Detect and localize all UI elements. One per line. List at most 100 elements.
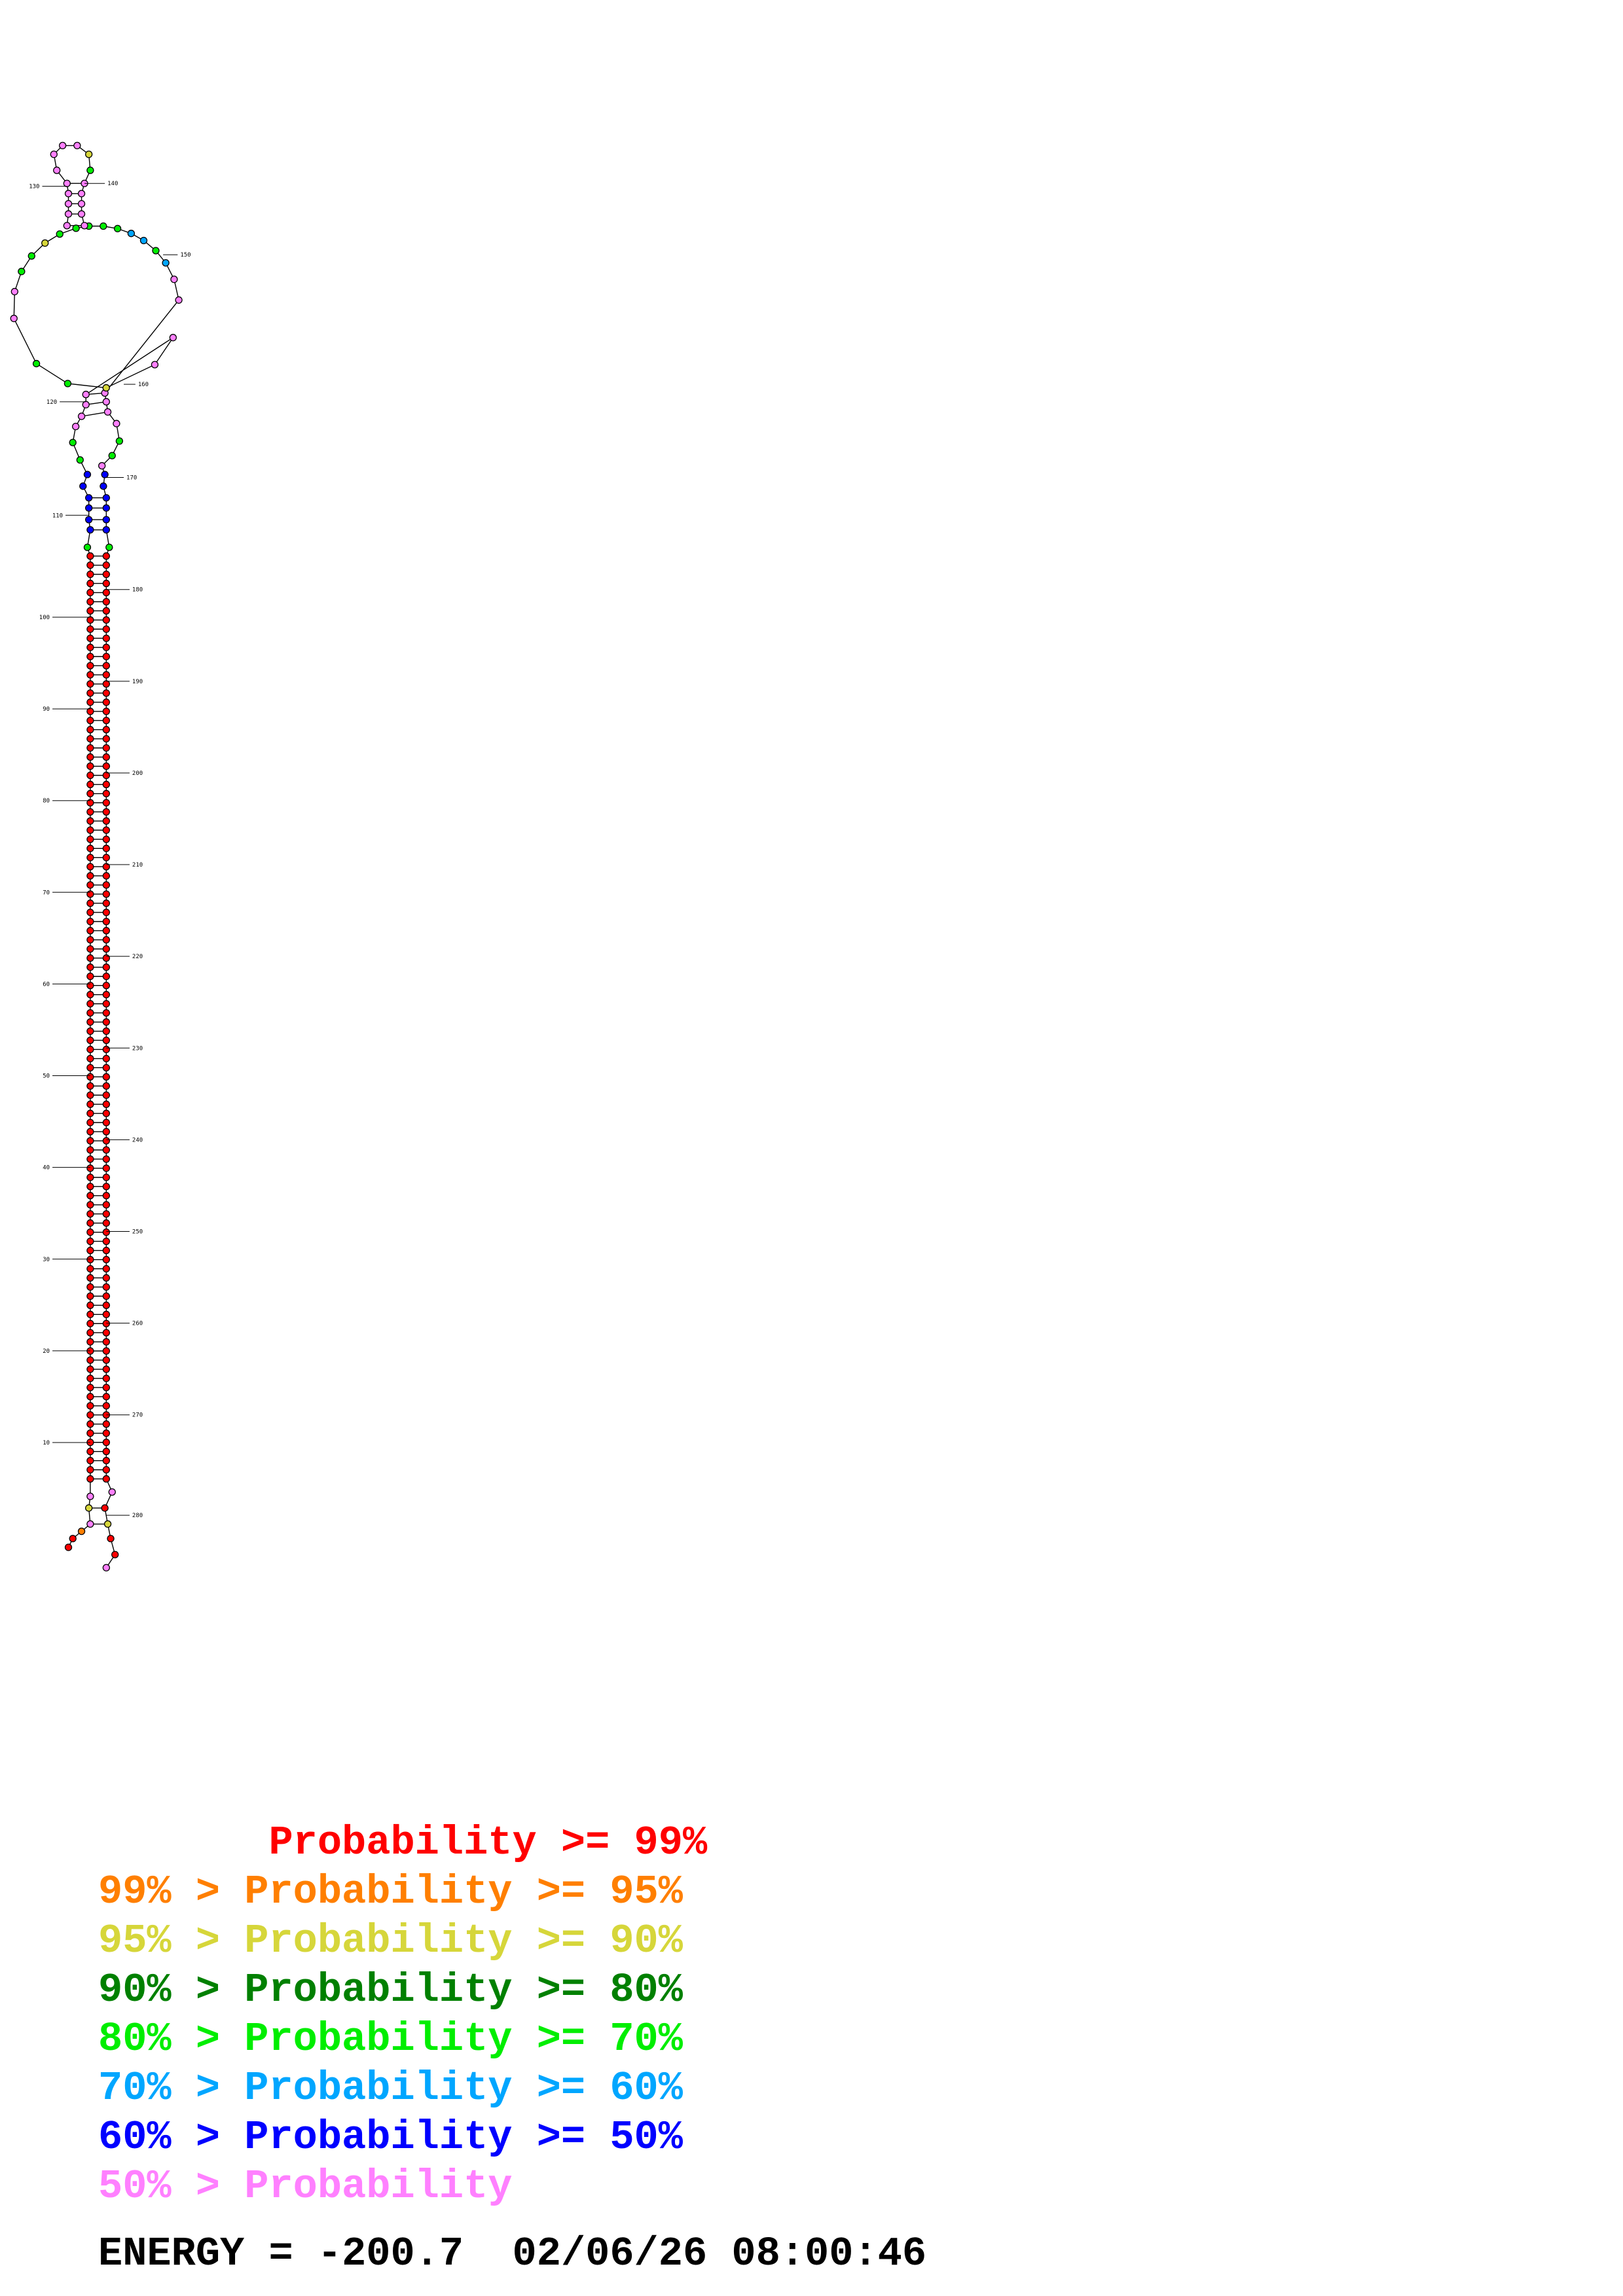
timestamp: 02/06/26 08:00:46 <box>512 2231 927 2277</box>
nucleotide <box>102 798 111 807</box>
nucleotide <box>86 1155 94 1163</box>
nucleotide <box>102 771 111 780</box>
nucleotide <box>102 982 111 990</box>
nucleotide <box>86 1356 94 1364</box>
nucleotide <box>102 762 111 770</box>
nucleotide <box>102 1119 111 1126</box>
nucleotide <box>102 384 110 392</box>
nucleotide <box>102 963 111 971</box>
nucleotide <box>169 334 177 342</box>
nucleotide <box>86 826 94 834</box>
tick-label: 260 <box>132 1321 143 1327</box>
nucleotide <box>86 1201 94 1209</box>
nucleotide <box>102 398 111 406</box>
tick-label: 40 <box>43 1165 50 1172</box>
nucleotide <box>86 735 94 743</box>
nucleotide <box>86 771 94 780</box>
tick-label: 180 <box>132 587 143 594</box>
nucleotide <box>69 439 77 446</box>
nucleotide <box>18 268 26 276</box>
nucleotide <box>86 954 94 962</box>
tick-label: 240 <box>132 1137 143 1143</box>
nucleotide <box>102 504 111 512</box>
nucleotide <box>86 698 94 706</box>
nucleotide <box>102 662 111 670</box>
nucleotide <box>102 881 111 889</box>
nucleotide <box>102 1310 111 1318</box>
nucleotide <box>151 361 159 368</box>
nucleotide <box>86 798 94 807</box>
nucleotide <box>102 872 111 880</box>
nucleotide <box>102 1137 111 1145</box>
nucleotide <box>102 936 111 944</box>
nucleotide <box>102 1128 111 1136</box>
tick-label: 90 <box>43 706 50 713</box>
energy-value: -200.7 <box>317 2231 464 2277</box>
legend-entry: 90% > Probability >= 80% <box>98 1967 683 2013</box>
nucleotide <box>102 698 111 706</box>
nucleotide <box>86 1246 94 1255</box>
nucleotide <box>102 616 111 624</box>
nucleotide <box>102 552 111 560</box>
tick-label: 150 <box>180 252 191 259</box>
nucleotide <box>86 853 94 861</box>
nucleotide <box>82 401 90 408</box>
tick-label: 50 <box>43 1073 50 1080</box>
nucleotide <box>102 1283 111 1291</box>
nucleotide <box>77 412 86 420</box>
nucleotide <box>86 552 94 560</box>
nucleotide <box>127 230 136 238</box>
nucleotide <box>86 579 94 588</box>
nucleotide <box>100 222 107 230</box>
nucleotide <box>102 588 111 597</box>
nucleotide <box>102 744 111 752</box>
nucleotide <box>102 1356 111 1364</box>
nucleotide <box>102 808 111 816</box>
nucleotide <box>102 1319 111 1327</box>
tick-label: 200 <box>132 770 143 777</box>
nucleotide <box>72 224 80 232</box>
tick-label: 280 <box>132 1513 143 1519</box>
nucleotide <box>102 1109 111 1117</box>
nucleotide <box>102 1192 111 1200</box>
nucleotide <box>102 1448 111 1456</box>
nucleotide <box>102 1384 111 1391</box>
nucleotide <box>102 1009 111 1017</box>
tick-label: 190 <box>132 679 143 685</box>
legend-entry: 95% > Probability >= 90% <box>98 1918 683 1964</box>
nucleotide <box>100 482 107 490</box>
nucleotide <box>102 1210 111 1218</box>
nucleotide <box>10 314 18 323</box>
nucleotide <box>170 276 178 283</box>
energy-footer: ENERGY = -200.7 02/06/26 08:00:46 <box>98 2231 926 2277</box>
legend-entry: 50% > Probability <box>98 2163 513 2210</box>
nucleotide <box>86 1329 94 1336</box>
nucleotide <box>102 1475 111 1483</box>
nucleotide <box>102 1564 111 1571</box>
nucleotide <box>86 1393 94 1401</box>
nucleotide <box>102 735 111 743</box>
energy-label: ENERGY = <box>98 2231 318 2277</box>
nucleotide <box>85 1504 93 1512</box>
nucleotide <box>111 1551 119 1558</box>
nucleotide <box>102 890 111 898</box>
nucleotide <box>86 835 94 843</box>
nucleotide <box>102 493 111 502</box>
nucleotide <box>102 973 111 980</box>
nucleotide <box>162 259 170 267</box>
nucleotide <box>86 1192 94 1200</box>
nucleotide <box>102 1073 111 1081</box>
nucleotide <box>86 1319 94 1327</box>
nucleotide <box>105 543 113 551</box>
nucleotide <box>86 1465 94 1474</box>
nucleotide <box>102 1439 111 1446</box>
nucleotide <box>101 1504 109 1512</box>
nucleotide <box>86 166 94 174</box>
nucleotide <box>102 954 111 962</box>
nucleotide <box>86 726 94 734</box>
nucleotide <box>102 526 111 534</box>
nucleotide <box>86 1073 94 1081</box>
nucleotide <box>102 717 111 725</box>
nucleotide <box>102 826 111 834</box>
nucleotide <box>102 1027 111 1035</box>
